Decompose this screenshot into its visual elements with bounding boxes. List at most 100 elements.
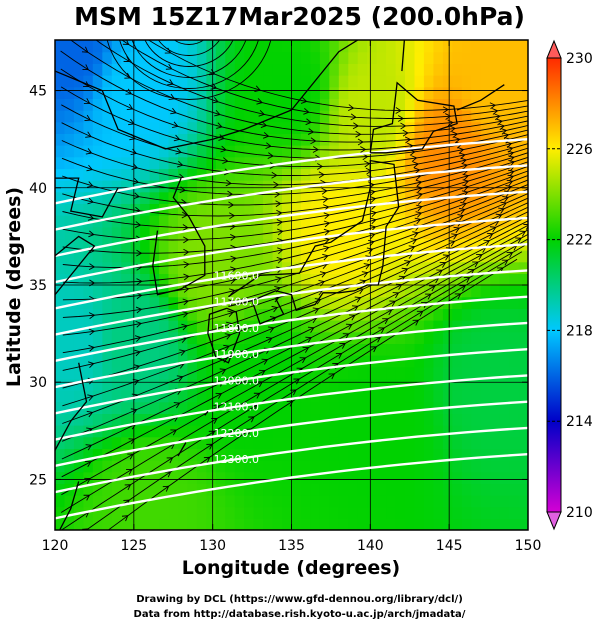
y-tick-label: 30 <box>29 375 47 391</box>
field-cell <box>367 238 378 251</box>
field-cell <box>395 168 406 181</box>
field-cell <box>178 63 189 76</box>
field-cell <box>187 156 198 169</box>
field-cell <box>140 366 151 379</box>
field-cell <box>168 261 179 274</box>
field-cell <box>168 401 179 414</box>
field-cell <box>121 285 132 298</box>
field-cell <box>111 63 122 76</box>
wind-arrow <box>457 147 465 154</box>
wind-arrow <box>277 228 284 236</box>
field-cell <box>376 331 387 344</box>
field-cell <box>480 436 491 449</box>
field-cell <box>130 401 141 414</box>
field-cell <box>518 98 528 111</box>
field-cell <box>168 75 179 88</box>
wind-arrow <box>486 232 494 239</box>
field-cell <box>178 436 189 449</box>
field-cell <box>234 250 245 263</box>
wind-arrow <box>167 79 174 86</box>
field-cell <box>471 471 482 484</box>
field-cell <box>234 145 245 158</box>
field-cell <box>414 285 425 298</box>
field-cell <box>528 110 538 122</box>
field-cell <box>73 390 84 403</box>
field-cell <box>414 308 425 321</box>
field-cell <box>282 506 293 519</box>
field-cell <box>395 460 406 473</box>
field-cell <box>442 518 453 530</box>
field-cell <box>83 51 94 64</box>
wind-arrow <box>265 142 272 150</box>
field-cell <box>329 156 340 169</box>
field-cell <box>272 413 283 426</box>
field-cell <box>121 133 132 146</box>
field-cell <box>272 355 283 368</box>
field-cell <box>480 308 491 321</box>
field-cell <box>395 436 406 449</box>
field-cell <box>386 471 397 484</box>
field-cell <box>423 366 434 379</box>
field-cell <box>282 180 293 193</box>
field-cell <box>367 215 378 228</box>
field-cell <box>528 227 538 239</box>
field-cell <box>111 401 122 414</box>
field-cell <box>282 495 293 508</box>
field-cell <box>414 413 425 426</box>
field-cell <box>310 425 321 438</box>
field-cell <box>518 63 528 76</box>
field-cell <box>329 250 340 263</box>
field-cell <box>159 296 170 309</box>
field-cell <box>178 471 189 484</box>
field-cell <box>480 448 491 461</box>
field-cell <box>196 331 207 344</box>
wind-arrow <box>506 146 514 153</box>
field-cell <box>329 121 340 134</box>
field-cell <box>196 296 207 309</box>
field-cell <box>291 145 302 158</box>
field-cell <box>301 378 312 391</box>
wind-arrow <box>498 123 506 131</box>
field-cell <box>528 367 538 379</box>
wind-arrow <box>323 220 331 228</box>
field-cell <box>244 86 255 99</box>
field-cell <box>405 343 416 356</box>
field-cell <box>348 238 359 251</box>
x-tick-label: 135 <box>278 538 305 554</box>
field-cell <box>348 343 359 356</box>
field-cell <box>452 226 463 239</box>
field-cell <box>83 401 94 414</box>
field-cell <box>149 495 160 508</box>
field-cell <box>442 471 453 484</box>
field-cell <box>187 121 198 134</box>
field-cell <box>64 425 75 438</box>
field-cell <box>386 401 397 414</box>
field-cell <box>509 110 520 123</box>
field-cell <box>480 343 491 356</box>
field-cell <box>395 308 406 321</box>
field-cell <box>215 285 226 298</box>
field-cell <box>405 436 416 449</box>
wind-arrow <box>442 106 449 114</box>
field-cell <box>518 191 528 204</box>
field-cell <box>92 51 103 64</box>
field-cell <box>187 168 198 181</box>
field-cell <box>215 98 226 111</box>
field-cell <box>376 191 387 204</box>
field-cell <box>395 495 406 508</box>
field-cell <box>395 331 406 344</box>
field-cell <box>225 250 236 263</box>
field-cell <box>471 378 482 391</box>
field-cell <box>73 261 84 274</box>
field-cell <box>149 180 160 193</box>
field-cell <box>518 366 528 379</box>
field-cell <box>528 133 538 145</box>
streamline <box>62 193 528 336</box>
field-cell <box>310 471 321 484</box>
field-cell <box>149 366 160 379</box>
field-cell <box>386 238 397 251</box>
field-cell <box>367 145 378 158</box>
field-cell <box>528 238 538 250</box>
field-cell <box>405 413 416 426</box>
field-cell <box>357 390 368 403</box>
